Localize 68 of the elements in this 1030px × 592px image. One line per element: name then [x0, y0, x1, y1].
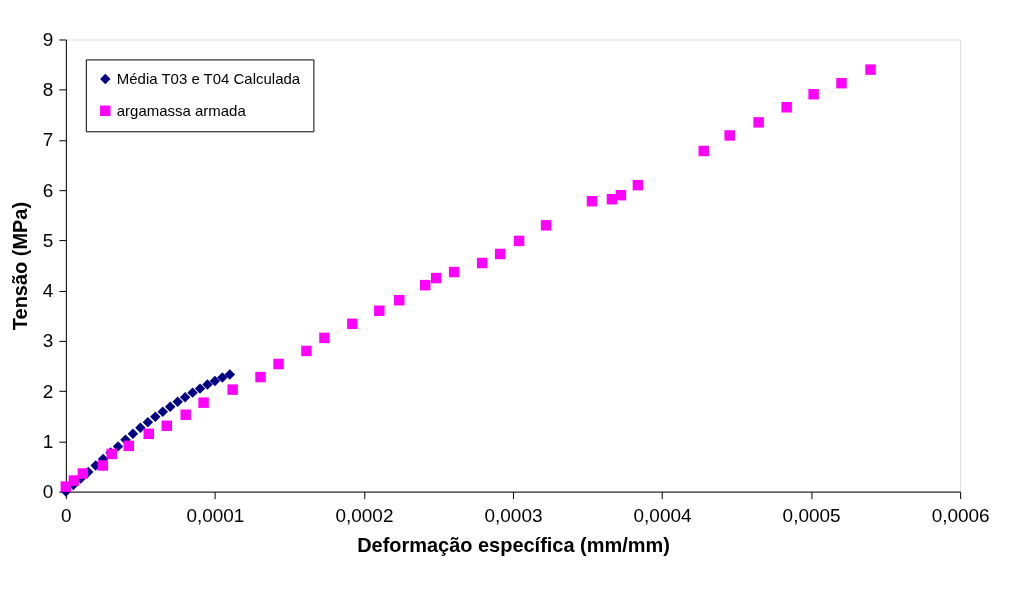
point: [157, 406, 168, 417]
point: [217, 372, 228, 383]
point: [419, 279, 431, 291]
point: [753, 117, 764, 128]
point: [227, 384, 238, 395]
point: [135, 422, 146, 434]
point: [209, 375, 221, 387]
point: [255, 371, 266, 383]
point: [164, 401, 176, 412]
point: [808, 89, 819, 100]
y-axis-title: Tensão (MPa): [8, 201, 31, 331]
point: [836, 77, 847, 89]
point: [476, 257, 488, 269]
x-axis-title: Deformação específica (mm/mm): [357, 533, 670, 556]
point: [172, 396, 183, 407]
point: [301, 345, 312, 357]
point: [123, 440, 134, 452]
x-tick-label: 0,0005: [782, 505, 841, 527]
point: [632, 179, 644, 191]
x-tick-label: 0,0001: [186, 505, 245, 527]
point: [198, 397, 209, 408]
point: [374, 305, 385, 316]
point: [698, 145, 710, 157]
point: [97, 460, 109, 471]
point: [513, 235, 525, 247]
point: [319, 332, 330, 344]
x-tick-label: 0: [61, 505, 72, 527]
point: [202, 379, 213, 390]
y-tick-label: 8: [42, 79, 54, 101]
point: [161, 420, 173, 432]
point: [431, 272, 442, 284]
y-tick-label: 4: [42, 280, 54, 302]
point: [127, 428, 139, 440]
point: [615, 189, 627, 201]
y-tick-label: 2: [42, 380, 54, 402]
point: [347, 318, 358, 330]
legend-label: Média T03 e T04 Calculada: [116, 69, 301, 87]
y-tick-label: 1: [42, 430, 54, 452]
point: [865, 64, 876, 75]
x-tick-label: 0,0003: [484, 505, 543, 527]
y-tick-label: 0: [42, 481, 54, 503]
point: [179, 391, 191, 403]
point: [540, 220, 552, 231]
point: [448, 266, 460, 278]
point: [150, 411, 161, 422]
point: [142, 417, 154, 428]
point: [394, 294, 405, 306]
point: [224, 369, 236, 380]
point: [586, 196, 598, 207]
point: [273, 358, 284, 370]
y-tick-label: 5: [42, 229, 54, 251]
point: [194, 383, 206, 394]
y-tick-label: 6: [42, 179, 54, 201]
y-tick-label: 9: [42, 28, 54, 50]
point: [724, 130, 735, 141]
point: [180, 409, 191, 420]
x-tick-label: 0,0006: [931, 505, 990, 527]
point: [494, 248, 506, 260]
point: [68, 475, 80, 486]
point: [187, 387, 198, 398]
x-tick-label: 0,0002: [335, 505, 394, 527]
point: [781, 102, 792, 113]
point: [143, 428, 154, 440]
x-tick-label: 0,0004: [633, 505, 692, 527]
y-tick-label: 3: [42, 330, 54, 352]
point: [77, 468, 89, 479]
legend-label: argamassa armada: [116, 101, 247, 119]
y-tick-label: 7: [42, 129, 54, 151]
